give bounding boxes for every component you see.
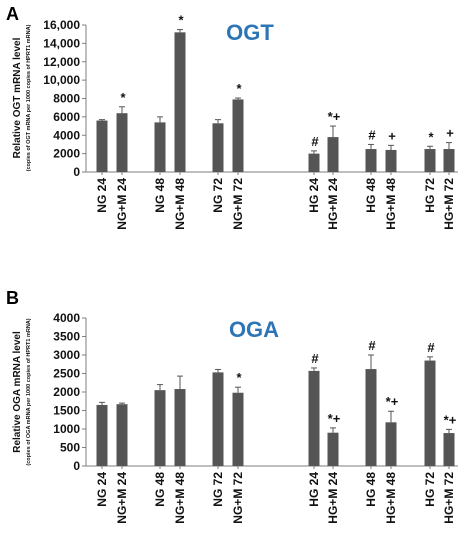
chart-title: OGT [226,20,274,45]
bar [96,404,108,466]
category-label: NG 48 [153,472,167,507]
bar [116,404,128,466]
category-label: NG+M 48 [173,178,187,230]
panel-label: B [6,288,19,308]
y-tick-label: 500 [60,441,80,455]
bar [327,432,339,466]
bar [443,149,455,172]
bar [174,32,186,172]
y-tick-label: 8000 [53,92,80,106]
y-tick-label: 12,000 [43,55,80,69]
significance-marker: * [178,13,184,28]
category-label: NG 48 [153,178,167,213]
y-axis-sublabel: (copies of OGA mRNA per 1000 copies of H… [26,318,32,465]
significance-marker: + [446,126,454,141]
category-label: HG+M 48 [384,472,398,524]
category-label: HG 48 [364,178,378,213]
significance-marker: * [236,81,242,96]
bar [385,422,397,466]
y-tick-label: 4000 [53,128,80,142]
y-tick-label: 2000 [53,147,80,161]
y-tick-label: 2500 [53,367,80,381]
y-axis-label: Relative OGT mRNA level [12,37,23,158]
bar [365,149,377,172]
significance-marker: *+ [328,109,341,124]
category-label: HG 72 [423,472,437,507]
bar [174,389,186,466]
bar [154,390,166,466]
significance-marker: * [428,129,434,144]
bar [154,122,166,172]
category-label: NG 24 [95,178,109,213]
bar [308,153,320,172]
category-label: HG 24 [307,472,321,507]
y-tick-label: 0 [73,459,80,473]
significance-marker: # [368,338,376,353]
category-label: HG 72 [423,178,437,213]
bar [308,370,320,466]
bar [212,372,224,466]
bar [424,149,436,172]
significance-marker: # [368,127,376,142]
y-tick-label: 0 [73,165,80,179]
y-tick-label: 10,000 [43,73,80,87]
y-tick-label: 4000 [53,311,80,325]
significance-marker: + [388,128,396,143]
bar [232,99,244,172]
category-label: HG+M 48 [384,178,398,230]
category-label: HG+M 24 [326,472,340,524]
y-tick-label: 2000 [53,385,80,399]
category-label: NG 72 [211,472,225,507]
chart-title: OGA [229,317,279,342]
bar [424,360,436,466]
y-tick-label: 6000 [53,110,80,124]
category-label: HG 48 [364,472,378,507]
significance-marker: * [236,370,242,385]
bar [365,369,377,466]
category-label: HG+M 72 [442,178,456,230]
bar [327,137,339,172]
y-tick-label: 1500 [53,404,80,418]
bar [96,120,108,172]
significance-marker: *+ [386,394,399,409]
category-label: HG+M 24 [326,178,340,230]
y-tick-label: 1000 [53,422,80,436]
significance-marker: *+ [328,411,341,426]
category-label: NG+M 72 [231,472,245,524]
significance-marker: *+ [444,412,457,427]
category-label: NG 24 [95,472,109,507]
significance-marker: * [120,90,126,105]
bar [385,149,397,172]
category-label: NG+M 24 [115,178,129,230]
y-axis-sublabel: (copies of OGT mRNA per 1000 copies of H… [26,24,32,171]
bar [116,113,128,172]
significance-marker: # [311,134,319,149]
y-axis-label: Relative OGA mRNA level [12,331,23,453]
bar [443,433,455,466]
y-tick-label: 16,000 [43,18,80,32]
category-label: NG+M 72 [231,178,245,230]
category-label: HG 24 [307,178,321,213]
y-tick-label: 3500 [53,330,80,344]
y-tick-label: 14,000 [43,36,80,50]
significance-marker: # [311,351,319,366]
bar [212,123,224,172]
category-label: NG+M 24 [115,472,129,524]
significance-marker: # [427,340,435,355]
category-label: NG 72 [211,178,225,213]
y-tick-label: 3000 [53,348,80,362]
panel-label: A [6,4,19,24]
bar [232,392,244,466]
category-label: NG+M 48 [173,472,187,524]
category-label: HG+M 72 [442,472,456,524]
